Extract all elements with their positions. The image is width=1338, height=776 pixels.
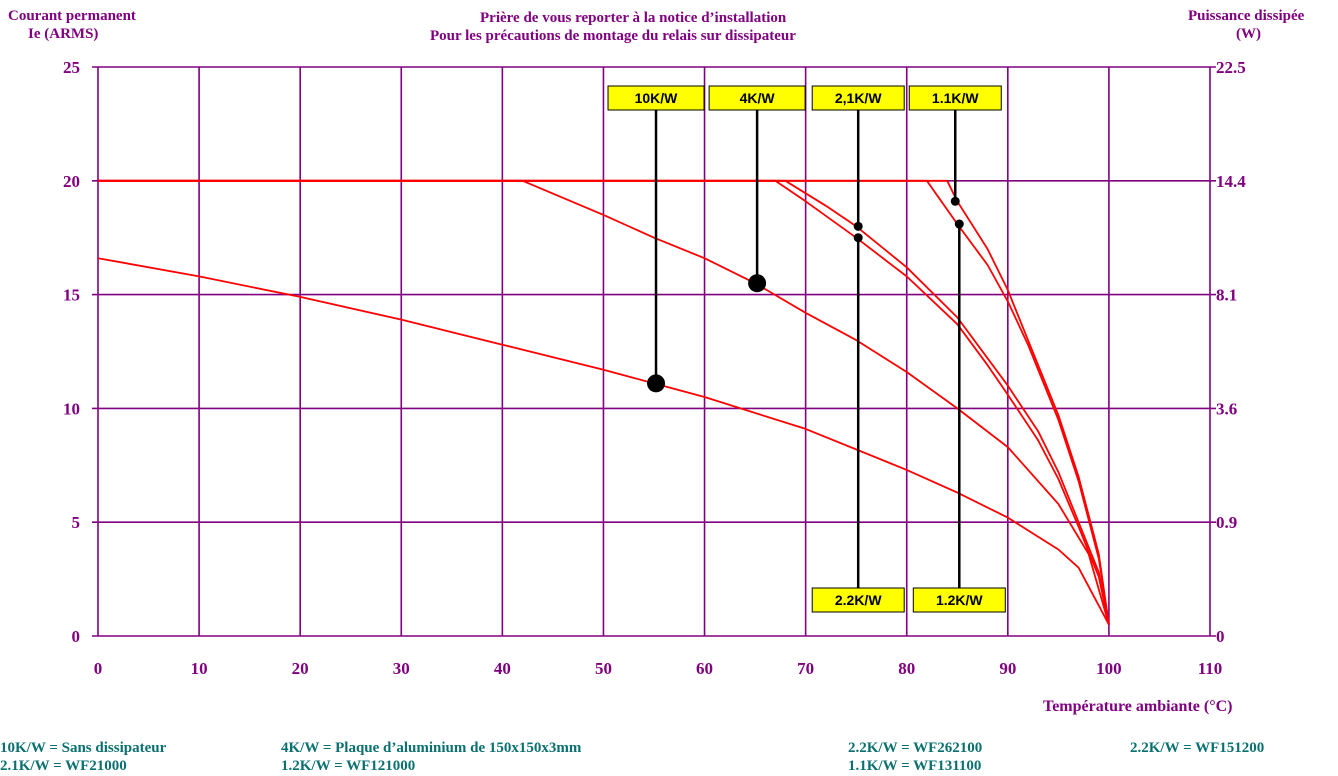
y-tick-label: 25 bbox=[63, 58, 80, 77]
chart-markers: 10K/W 4K/W 2,1K/W 2.2K/W 1.1K/W 1.2K/W bbox=[607, 85, 1006, 613]
left-axis-title-line1: Courant permanent bbox=[8, 8, 136, 24]
footer-legend-1-2: 4K/W = Plaque d’aluminium de 150x150x3mm bbox=[281, 740, 582, 756]
marker-tag-label-1-2k-w: 1.2K/W bbox=[936, 592, 983, 608]
x-tick-label: 20 bbox=[292, 659, 309, 678]
marker-tag-1-2k-w bbox=[912, 587, 1006, 613]
marker-tag-label-2-1k-w: 2,1K/W bbox=[835, 90, 882, 106]
footer-legend-2-3: 1.1K/W = WF131100 bbox=[848, 758, 982, 774]
marker-tag-2-2k-w bbox=[811, 587, 905, 613]
x-tick-label: 80 bbox=[898, 659, 915, 678]
marker-tag-label-10k-w: 10K/W bbox=[635, 90, 679, 106]
marker-point-1-1k-w bbox=[950, 196, 960, 206]
footer-legend-1-1: 10K/W = Sans dissipateur bbox=[0, 740, 167, 756]
marker-point-2-2k-w bbox=[853, 233, 863, 243]
marker-tag-10k-w bbox=[607, 85, 705, 111]
y2-tick-label: 0.9 bbox=[1216, 513, 1237, 532]
chart-note-line1: Prière de vous reporter à la notice d’in… bbox=[480, 10, 787, 26]
y-tick-label: 15 bbox=[63, 286, 80, 305]
footer-legend-2-2: 1.2K/W = WF121000 bbox=[281, 758, 416, 774]
x-tick-label: 70 bbox=[797, 659, 814, 678]
y-tick-label: 0 bbox=[72, 627, 81, 646]
y2-tick-label: 22.5 bbox=[1216, 58, 1246, 77]
left-axis-title-line2: Ie (ARMS) bbox=[28, 26, 99, 42]
derating-curve-1 bbox=[97, 257, 1110, 626]
x-tick-label: 90 bbox=[999, 659, 1016, 678]
derating-curve-2 bbox=[98, 179, 1110, 625]
derating-curve-5 bbox=[98, 179, 1110, 625]
x-tick-label: 110 bbox=[1198, 659, 1223, 678]
right-axis-title-line2: (W) bbox=[1236, 26, 1261, 42]
marker-tag-label-2-2k-w: 2.2K/W bbox=[835, 592, 882, 608]
marker-tag-label-1-1k-w: 1.1K/W bbox=[932, 90, 979, 106]
marker-tag-1-1k-w bbox=[908, 85, 1002, 111]
x-tick-label: 30 bbox=[393, 659, 410, 678]
footer-legend-1-4: 2.2K/W = WF151200 bbox=[1130, 740, 1265, 756]
y-tick-label: 10 bbox=[63, 399, 80, 418]
chart-note-line2: Pour les précautions de montage du relai… bbox=[430, 28, 796, 44]
footer-legend-1-3: 2.2K/W = WF262100 bbox=[848, 740, 983, 756]
marker-tag-2-1k-w bbox=[811, 85, 905, 111]
x-tick-label: 60 bbox=[696, 659, 713, 678]
marker-point-1-2k-w bbox=[954, 219, 964, 229]
right-axis-title-line1: Puissance dissipée bbox=[1188, 8, 1305, 24]
chart-curves bbox=[97, 179, 1110, 626]
derating-curve-6 bbox=[98, 179, 1110, 625]
marker-point-4k-w bbox=[748, 274, 767, 293]
y2-tick-label: 0 bbox=[1216, 627, 1225, 646]
marker-point-10k-w bbox=[647, 374, 666, 393]
x-tick-label: 0 bbox=[94, 659, 103, 678]
y-tick-label: 5 bbox=[72, 513, 81, 532]
marker-tag-4k-w bbox=[708, 85, 806, 111]
x-axis-title: Température ambiante (°C) bbox=[1043, 698, 1233, 715]
x-tick-label: 40 bbox=[494, 659, 511, 678]
marker-tag-label-4k-w: 4K/W bbox=[740, 90, 776, 106]
y2-tick-label: 14.4 bbox=[1216, 172, 1246, 191]
y2-tick-label: 8.1 bbox=[1216, 286, 1237, 305]
x-tick-label: 10 bbox=[191, 659, 208, 678]
derating-curve-3 bbox=[98, 179, 1110, 625]
marker-point-2-1k-w bbox=[853, 221, 863, 231]
x-tick-label: 100 bbox=[1096, 659, 1122, 678]
x-tick-label: 50 bbox=[595, 659, 612, 678]
chart-ticks: 0 10 20 30 40 50 60 70 80 90 100 110 0 5 10 15 20 25 0 0.9 3… bbox=[63, 58, 1246, 678]
footer-legend-2-1: 2.1K/W = WF21000 bbox=[0, 758, 127, 774]
derating-curve-4 bbox=[98, 179, 1110, 625]
chart-grid bbox=[92, 66, 1216, 637]
y-tick-label: 20 bbox=[63, 172, 80, 191]
y2-tick-label: 3.6 bbox=[1216, 399, 1237, 418]
